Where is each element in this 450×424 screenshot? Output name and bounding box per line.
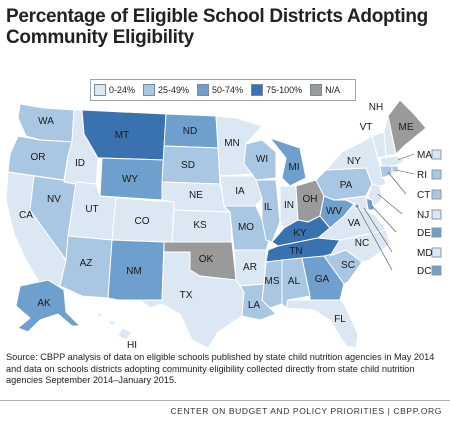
- label-VA: VA: [348, 218, 361, 229]
- label-MN: MN: [224, 138, 240, 149]
- side-labels: MA RI CT NJ DE MD DC: [417, 150, 433, 277]
- label-TN: TN: [289, 246, 302, 257]
- label-AZ: AZ: [80, 258, 93, 269]
- side-label-DE: DE: [417, 228, 431, 239]
- legend-item-na: N/A: [310, 84, 340, 96]
- side-label-DC: DC: [417, 266, 431, 277]
- legend-label: 50-74%: [212, 85, 244, 95]
- label-LA: LA: [248, 300, 261, 311]
- legend-swatch: [310, 84, 323, 96]
- label-TX: TX: [180, 290, 193, 301]
- side-label-RI: RI: [417, 170, 427, 181]
- state-IA[interactable]: [219, 175, 263, 207]
- label-GA: GA: [315, 274, 330, 285]
- label-MI: MI: [288, 162, 299, 173]
- label-IL: IL: [264, 202, 273, 213]
- label-KS: KS: [193, 220, 207, 231]
- state-RI[interactable]: [391, 165, 399, 173]
- label-WI: WI: [256, 154, 268, 165]
- legend-swatch: [94, 84, 106, 96]
- label-WA: WA: [38, 116, 54, 127]
- swatch-DC: [431, 265, 442, 276]
- side-swatches: [431, 149, 442, 276]
- label-NM: NM: [126, 266, 142, 277]
- state-ME[interactable]: [387, 100, 427, 155]
- label-MT: MT: [115, 130, 129, 141]
- label-AR: AR: [243, 262, 257, 273]
- label-WY: WY: [122, 174, 138, 185]
- label-OR: OR: [31, 152, 46, 163]
- label-SC: SC: [341, 260, 355, 271]
- legend-swatch: [143, 84, 156, 96]
- label-ND: ND: [183, 126, 197, 137]
- legend-item-25-49: 25-49%: [143, 84, 189, 96]
- label-IN: IN: [284, 200, 294, 211]
- label-ME: ME: [399, 122, 414, 133]
- state-TX[interactable]: [139, 251, 245, 349]
- label-CO: CO: [135, 216, 150, 227]
- label-VT: VT: [360, 122, 373, 133]
- legend-item-0-24: 0-24%: [94, 84, 135, 96]
- label-FL: FL: [334, 314, 346, 325]
- footer-credit: CENTER ON BUDGET AND POLICY PRIORITIES |…: [170, 406, 442, 416]
- legend-item-75-100: 75-100%: [251, 84, 302, 96]
- state-MA[interactable]: [379, 155, 405, 167]
- state-FL[interactable]: [285, 299, 359, 349]
- state-labels: WA OR CA NV ID MT WY UT AZ CO NM ND SD N…: [19, 102, 414, 350]
- legend: 0-24% 25-49% 50-74% 75-100% N/A: [94, 82, 354, 98]
- label-OK: OK: [199, 254, 214, 265]
- legend-label: 25-49%: [158, 85, 190, 95]
- state-HI[interactable]: [95, 311, 133, 341]
- swatch-RI: [431, 169, 442, 180]
- side-label-MA: MA: [417, 150, 432, 161]
- state-AK[interactable]: [15, 279, 81, 333]
- swatch-MA: [431, 149, 442, 160]
- legend-label: 75-100%: [266, 85, 303, 95]
- label-NC: NC: [355, 238, 369, 249]
- label-MO: MO: [238, 222, 254, 233]
- label-NH: NH: [369, 102, 383, 113]
- label-CA: CA: [19, 210, 33, 221]
- side-label-NJ: NJ: [417, 210, 429, 221]
- legend-frame: [90, 79, 356, 101]
- label-ID: ID: [75, 158, 85, 169]
- state-WI[interactable]: [243, 139, 277, 181]
- label-IA: IA: [235, 186, 245, 197]
- legend-label: N/A: [325, 85, 341, 95]
- footer-divider: [0, 400, 450, 401]
- swatch-NJ: [431, 209, 442, 220]
- side-label-MD: MD: [417, 248, 433, 259]
- label-PA: PA: [340, 180, 353, 191]
- label-AL: AL: [288, 276, 301, 287]
- us-map: MA RI CT NJ DE MD DC WA OR CA NV ID MT W…: [5, 100, 442, 350]
- label-WV: WV: [326, 206, 342, 217]
- legend-swatch: [197, 84, 210, 96]
- label-UT: UT: [85, 204, 98, 215]
- label-NE: NE: [189, 190, 203, 201]
- swatch-CT: [431, 189, 442, 200]
- label-HI: HI: [127, 340, 137, 350]
- state-IL[interactable]: [255, 179, 281, 243]
- label-MS: MS: [265, 276, 280, 287]
- state-CT[interactable]: [379, 165, 393, 179]
- label-OH: OH: [303, 194, 318, 205]
- swatch-DE: [431, 227, 442, 238]
- label-KY: KY: [293, 228, 307, 239]
- side-label-CT: CT: [417, 190, 430, 201]
- legend-item-50-74: 50-74%: [197, 84, 243, 96]
- label-NV: NV: [47, 194, 61, 205]
- chart-title: Percentage of Eligible School Districts …: [6, 6, 428, 48]
- label-NY: NY: [347, 156, 361, 167]
- state-MO[interactable]: [223, 205, 271, 251]
- callout-lines: [356, 153, 415, 271]
- source-note: Source: CBPP analysis of data on eligibl…: [6, 352, 435, 385]
- legend-label: 0-24%: [109, 85, 136, 95]
- label-AK: AK: [37, 298, 51, 309]
- label-SD: SD: [181, 160, 195, 171]
- swatch-MD: [431, 247, 442, 258]
- legend-swatch: [251, 84, 264, 96]
